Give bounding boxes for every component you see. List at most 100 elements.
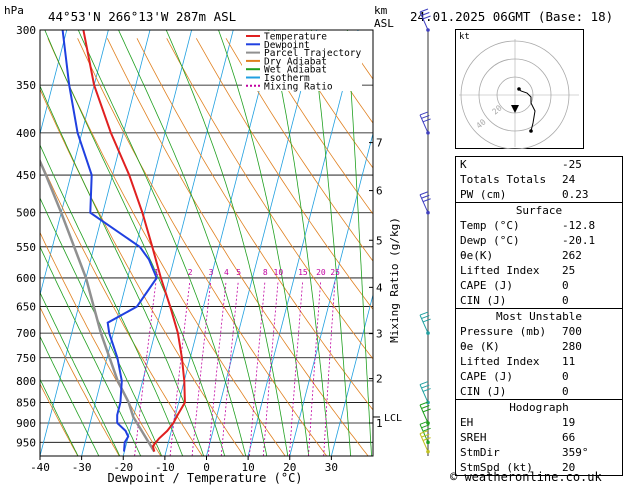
pressure-tick-label: 700 (16, 327, 36, 340)
surface-index-label: Lifted Index (460, 264, 540, 277)
unstable-index-label: Pressure (mb) (460, 325, 547, 338)
pressure-tick-label: 350 (16, 79, 36, 92)
surface-index-value: 0 (562, 279, 569, 292)
x-tick-label: -10 (155, 461, 175, 474)
surface-section-title: Surface (515, 204, 563, 217)
legend-entry-label: Temperature (264, 32, 327, 43)
index-row: PW (cm) 0.23 (456, 187, 622, 202)
unstable-index-row: Pressure (mb) 700 (456, 324, 622, 339)
wind-barb-feather (422, 318, 431, 323)
mixing-ratio-line (220, 282, 239, 456)
x-tick-label: 30 (325, 461, 338, 474)
mixing-ratio-tick-label: 1 (154, 268, 159, 277)
mixing-ratio-line (191, 282, 211, 456)
pressure-tick-label: 900 (16, 417, 36, 430)
wet-adiabat-line (346, 30, 372, 456)
pressure-tick-label: 800 (16, 375, 36, 388)
wind-barb-feather (422, 437, 431, 442)
isotherm-line (122, 30, 234, 456)
wind-barb-feather (421, 424, 430, 429)
isotherm-line (40, 30, 151, 456)
mixing-ratio-line (169, 282, 191, 456)
mixing-ratio-line (207, 282, 227, 456)
dry-adiabat-line (255, 38, 373, 215)
unstable-index-row: CAPE (J) 0 (456, 369, 622, 384)
wind-barb-station (426, 210, 430, 215)
pressure-tick-label: 450 (16, 169, 36, 182)
wind-barb-feather (422, 198, 431, 203)
pressure-tick-label: 750 (16, 352, 36, 365)
index-value: 24 (562, 173, 576, 186)
wet-adiabat-line (268, 30, 331, 456)
mixing-ratio-tick-label: 15 (298, 268, 308, 277)
pressure-tick-label: 650 (16, 301, 36, 314)
km-tick-label: 6 (376, 185, 383, 198)
wet-adiabat-line (40, 335, 100, 456)
location-title: 44°53'N 266°13'W 287m ASL (48, 9, 237, 24)
wet-adiabat-line (165, 30, 289, 456)
mixing-ratio-tick-label: 5 (236, 268, 241, 277)
x-tick-label: 0 (203, 461, 210, 474)
unstable-index-label: Lifted Index (460, 355, 540, 368)
wind-barb-feather (422, 427, 431, 432)
wet-adiabat-line (218, 30, 310, 456)
isotherm-line (330, 293, 373, 456)
km-tick-label: 2 (376, 373, 383, 386)
pressure-tick-label: 500 (16, 207, 36, 220)
x-axis-label: Dewpoint / Temperature (°C) (107, 471, 302, 485)
legend-entry-label: Mixing Ratio (264, 81, 333, 92)
isotherm-line (40, 30, 109, 297)
surface-index-value: -12.8 (562, 219, 596, 232)
wind-barb-feather (419, 401, 429, 406)
wind-barb-station (426, 331, 430, 335)
mixing-ratio-tick-label: 2 (188, 268, 193, 277)
surface-index-row: CIN (J) 0 (456, 293, 622, 308)
wind-barb-feather (422, 408, 431, 413)
storm-motion-marker (511, 105, 519, 113)
index-label: K (460, 158, 467, 171)
mixing-ratio-line (308, 282, 321, 456)
hodo-index-row: EH 19 (456, 415, 622, 430)
wind-barb-feather (422, 388, 431, 393)
dry-adiabat-line (225, 38, 373, 262)
wind-barb-feather (419, 8, 429, 13)
wind-barb-station (426, 28, 430, 32)
wet-adiabat-line (118, 30, 268, 456)
copyright-footer: © weatheronline.co.uk (450, 470, 602, 484)
surface-index-row: θe(K) 262 (456, 248, 622, 263)
dry-adiabat-line (285, 38, 373, 169)
km-tick-label: 3 (376, 328, 383, 341)
mixing-ratio-line (323, 282, 336, 456)
x-tick-label: -30 (72, 461, 92, 474)
dry-adiabat-line (404, 38, 450, 456)
dry-adiabat-line (375, 38, 451, 456)
mixing-ratio-line (289, 282, 303, 456)
unstable-index-value: 11 (562, 355, 576, 368)
wind-barb-feather (419, 191, 429, 196)
isotherm-line (247, 30, 359, 456)
mixing-ratio-tick-label: 10 (274, 268, 284, 277)
isotherm-line (372, 454, 373, 456)
wet-adiabat-line (40, 85, 205, 456)
dewpoint-curve (61, 30, 158, 452)
hodo-index-row: SREH 66 (456, 430, 622, 445)
mixing-ratio-tick-label: 25 (330, 268, 340, 277)
datetime-title: 24.01.2025 06GMT (Base: 18) (410, 9, 614, 24)
legend-entry-label: Parcel Trajectory (264, 48, 362, 59)
km-tick-label: 4 (376, 281, 383, 294)
hodograph-section-title: Hodograph (509, 401, 569, 414)
hodograph-unit-label: kt (459, 32, 470, 42)
surface-index-value: 25 (562, 264, 576, 277)
surface-index-value: 0 (562, 294, 569, 307)
index-row: K -25 (456, 157, 622, 172)
unstable-index-value: 280 (562, 340, 582, 353)
km-tick-label: 5 (376, 234, 383, 247)
most-unstable-section-title: Most Unstable (495, 310, 583, 323)
x-tick-label: -40 (30, 461, 50, 474)
x-tick-label: 10 (242, 461, 255, 474)
isotherm-line (81, 30, 193, 456)
dry-adiabat-line (166, 38, 373, 360)
wet-adiabat-line (40, 378, 79, 456)
isotherm-line (289, 131, 373, 456)
hodograph-trace (518, 88, 536, 132)
